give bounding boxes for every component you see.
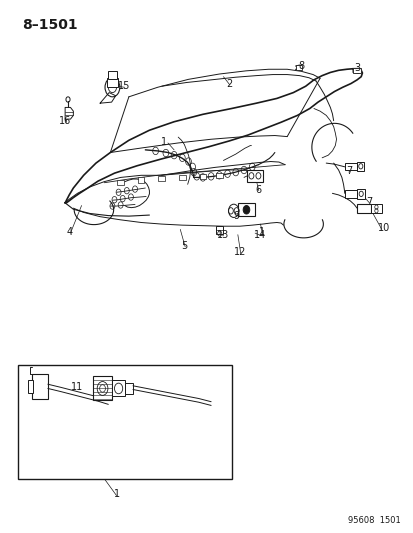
- Text: 4: 4: [66, 227, 72, 237]
- Bar: [32, 374, 48, 399]
- Bar: [158, 176, 165, 181]
- Bar: [138, 177, 144, 183]
- Bar: [344, 163, 356, 170]
- Bar: [356, 189, 364, 199]
- Text: 6: 6: [255, 184, 261, 195]
- Text: 10: 10: [377, 223, 389, 233]
- Text: 1: 1: [113, 489, 119, 499]
- Text: 16: 16: [59, 116, 71, 126]
- Bar: [112, 381, 124, 397]
- Bar: [295, 65, 301, 70]
- Text: 3: 3: [353, 63, 359, 72]
- Circle shape: [242, 206, 249, 214]
- Text: 1: 1: [160, 137, 166, 147]
- Text: 14: 14: [254, 230, 266, 240]
- Bar: [356, 204, 370, 214]
- Text: 12: 12: [233, 247, 245, 257]
- Text: 7: 7: [366, 197, 372, 207]
- Bar: [107, 78, 118, 87]
- Text: 1: 1: [259, 227, 265, 237]
- Bar: [216, 173, 222, 179]
- Bar: [356, 161, 363, 171]
- Bar: [93, 376, 112, 400]
- Text: 5: 5: [181, 241, 187, 252]
- Bar: [247, 170, 262, 182]
- Bar: [124, 383, 133, 394]
- Text: 8: 8: [298, 61, 304, 71]
- Bar: [216, 226, 223, 233]
- Polygon shape: [100, 93, 115, 103]
- Bar: [353, 68, 360, 74]
- Text: 15: 15: [117, 81, 130, 91]
- Bar: [28, 380, 33, 393]
- Bar: [18, 365, 231, 479]
- Text: 13: 13: [216, 230, 228, 240]
- Text: 95608  1501: 95608 1501: [347, 516, 399, 525]
- Text: 2: 2: [226, 78, 232, 88]
- Bar: [344, 190, 356, 198]
- Text: 11: 11: [71, 382, 83, 392]
- Bar: [199, 174, 206, 179]
- Bar: [108, 71, 116, 79]
- Text: 8–1501: 8–1501: [22, 18, 77, 33]
- Bar: [178, 175, 185, 180]
- Bar: [370, 204, 381, 214]
- Bar: [117, 180, 123, 185]
- Bar: [237, 203, 254, 216]
- Text: 9: 9: [233, 211, 239, 221]
- Text: 7: 7: [345, 166, 351, 176]
